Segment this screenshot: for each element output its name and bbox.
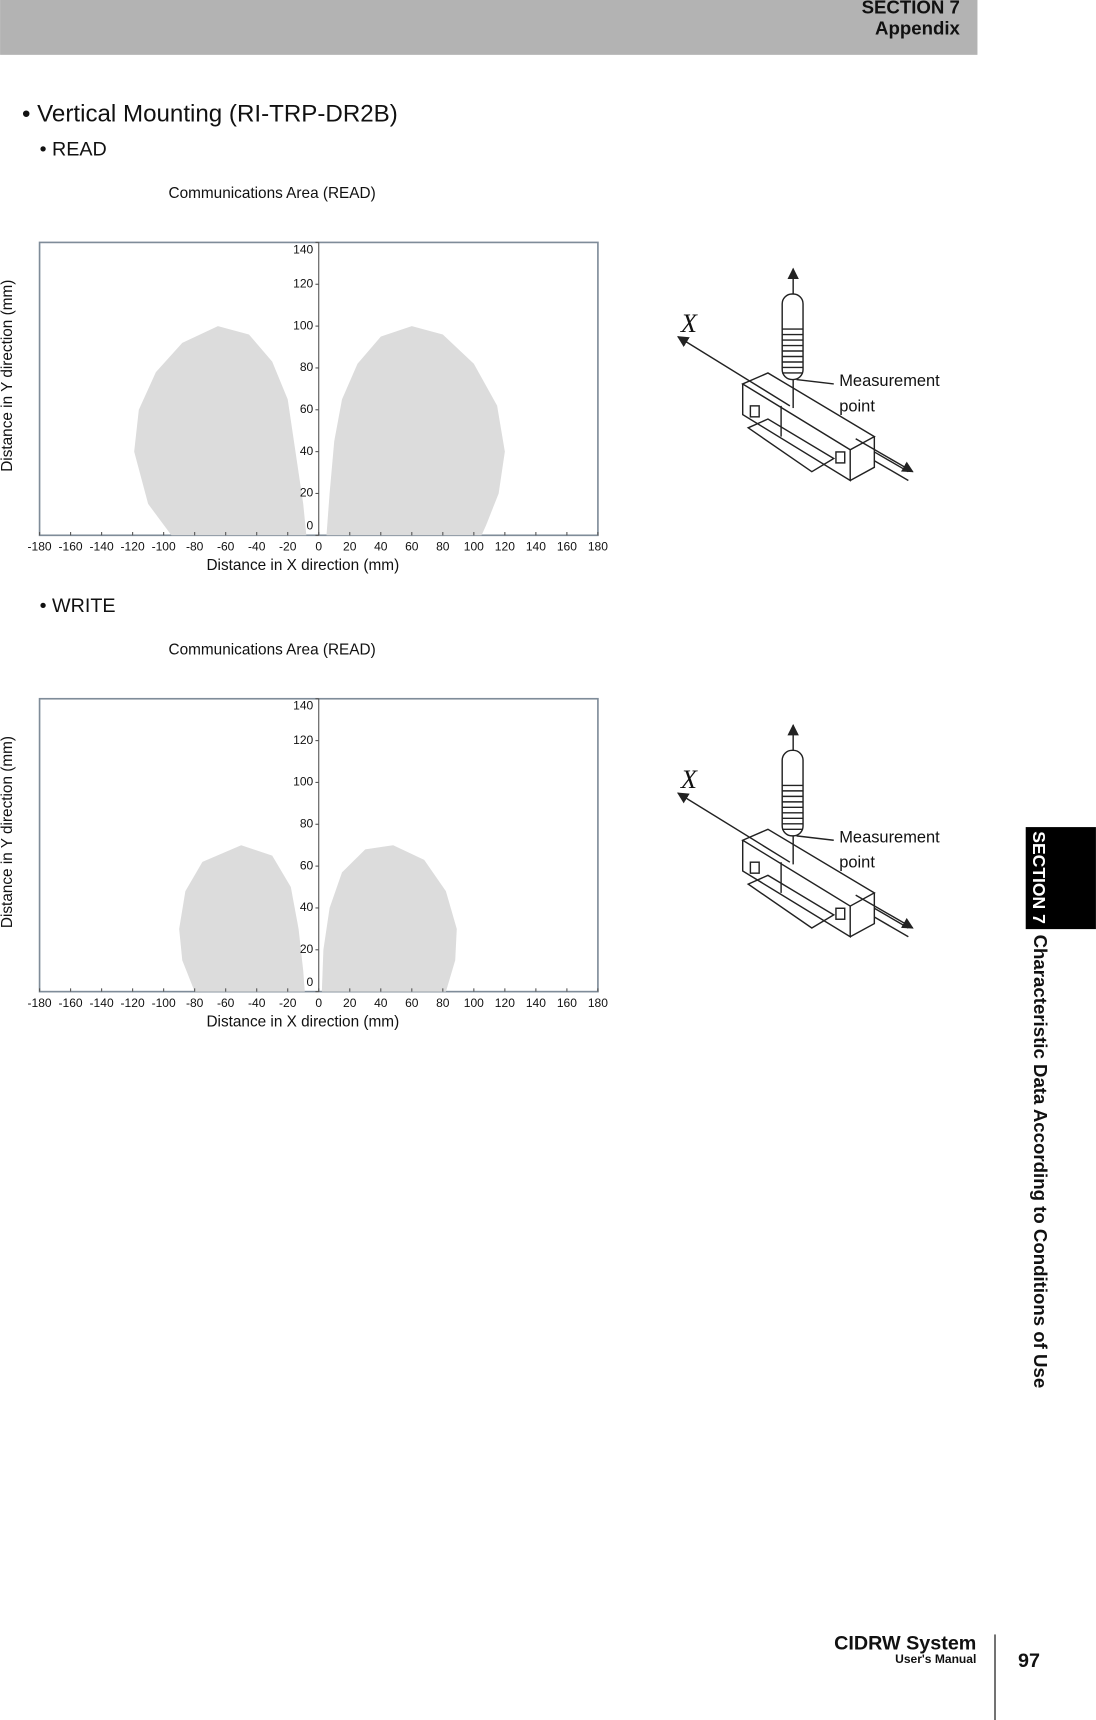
- side-tab-title: Characteristic Data According to Conditi…: [1030, 935, 1051, 1389]
- y-tick-label: 0: [307, 519, 314, 533]
- x-tick-label: -120: [121, 996, 145, 1010]
- x-tick-label: 160: [557, 996, 577, 1010]
- x-tick-label: -80: [186, 540, 204, 554]
- y-axis-label: Distance in Y direction (mm): [0, 280, 16, 472]
- y-tick-label: 120: [293, 276, 313, 290]
- measurement-label: point: [839, 854, 875, 872]
- x-tick-label: 80: [436, 540, 450, 554]
- axis-letter: X: [680, 765, 698, 794]
- side-tab-section: SECTION 7: [1029, 831, 1049, 924]
- x-tick-label: 60: [405, 996, 419, 1010]
- x-tick-label: 100: [464, 996, 484, 1010]
- x-tick-label: 0: [315, 996, 322, 1010]
- y-tick-label: 120: [293, 733, 313, 747]
- chart-title: Communications Area (READ): [169, 642, 376, 659]
- x-tick-label: -80: [186, 996, 204, 1010]
- footer-subtitle: User's Manual: [895, 1652, 976, 1666]
- section-label: • READ: [40, 138, 107, 160]
- x-tick-label: 120: [495, 996, 515, 1010]
- x-tick-label: -60: [217, 996, 235, 1010]
- y-tick-label: 40: [300, 444, 314, 458]
- x-tick-label: 0: [315, 540, 322, 554]
- x-tick-label: -100: [152, 996, 176, 1010]
- x-tick-label: -60: [217, 540, 235, 554]
- x-tick-label: -40: [248, 996, 266, 1010]
- x-tick-label: -140: [90, 996, 114, 1010]
- area-lobe: [326, 326, 505, 536]
- x-tick-label: 20: [343, 996, 357, 1010]
- header-section: SECTION 7: [862, 0, 960, 18]
- x-tick-label: 80: [436, 996, 450, 1010]
- x-tick-label: -40: [248, 540, 266, 554]
- y-tick-label: 20: [300, 486, 314, 500]
- measurement-label: point: [839, 397, 875, 415]
- page-number: 97: [1018, 1650, 1040, 1672]
- y-tick-label: 60: [300, 858, 314, 872]
- x-tick-label: -140: [90, 540, 114, 554]
- x-tick-label: -160: [59, 996, 83, 1010]
- y-tick-label: 100: [293, 775, 313, 789]
- x-tick-label: 40: [374, 996, 388, 1010]
- section: • READ Communications Area (READ) 0 20 40 60 8…: [0, 138, 940, 574]
- x-tick-label: 160: [557, 540, 577, 554]
- x-tick-label: 120: [495, 540, 515, 554]
- y-tick-label: 140: [293, 242, 313, 256]
- x-axis-label: Distance in X direction (mm): [206, 1013, 399, 1030]
- x-tick-label: 180: [588, 996, 608, 1010]
- section-label: • WRITE: [40, 595, 116, 617]
- x-axis-label: Distance in X direction (mm): [206, 557, 399, 574]
- x-tick-label: -180: [28, 540, 52, 554]
- area-lobe: [134, 326, 307, 536]
- y-tick-label: 80: [300, 360, 314, 374]
- area-lobe: [179, 845, 305, 992]
- chart-title: Communications Area (READ): [169, 185, 376, 202]
- measurement-label: Measurement: [839, 372, 940, 390]
- y-tick-label: 20: [300, 942, 314, 956]
- y-tick-label: 100: [293, 318, 313, 332]
- x-tick-label: 100: [464, 540, 484, 554]
- side-tab: [1025, 827, 1096, 930]
- y-tick-label: 140: [293, 699, 313, 713]
- x-tick-label: 20: [343, 540, 357, 554]
- y-tick-label: 0: [307, 975, 314, 989]
- y-tick-label: 80: [300, 816, 314, 830]
- section: • WRITE Communications Area (READ) 0 20 40 60…: [0, 595, 940, 1031]
- x-tick-label: -180: [28, 996, 52, 1010]
- x-tick-label: 140: [526, 996, 546, 1010]
- x-tick-label: 40: [374, 540, 388, 554]
- area-lobe: [321, 845, 457, 992]
- x-tick-label: 60: [405, 540, 419, 554]
- x-tick-label: -20: [279, 996, 297, 1010]
- x-tick-label: -160: [59, 540, 83, 554]
- y-axis-label: Distance in Y direction (mm): [0, 736, 16, 928]
- header-bar: [0, 0, 978, 55]
- heading: • Vertical Mounting (RI-TRP-DR2B): [22, 101, 398, 128]
- y-tick-label: 60: [300, 402, 314, 416]
- axis-letter: X: [680, 309, 698, 338]
- x-tick-label: -100: [152, 540, 176, 554]
- x-tick-label: -20: [279, 540, 297, 554]
- footer-product: CIDRW System: [834, 1633, 976, 1655]
- x-tick-label: 180: [588, 540, 608, 554]
- x-tick-label: 140: [526, 540, 546, 554]
- x-tick-label: -120: [121, 540, 145, 554]
- y-tick-label: 40: [300, 900, 314, 914]
- measurement-label: Measurement: [839, 828, 940, 846]
- header-title: Appendix: [875, 18, 960, 39]
